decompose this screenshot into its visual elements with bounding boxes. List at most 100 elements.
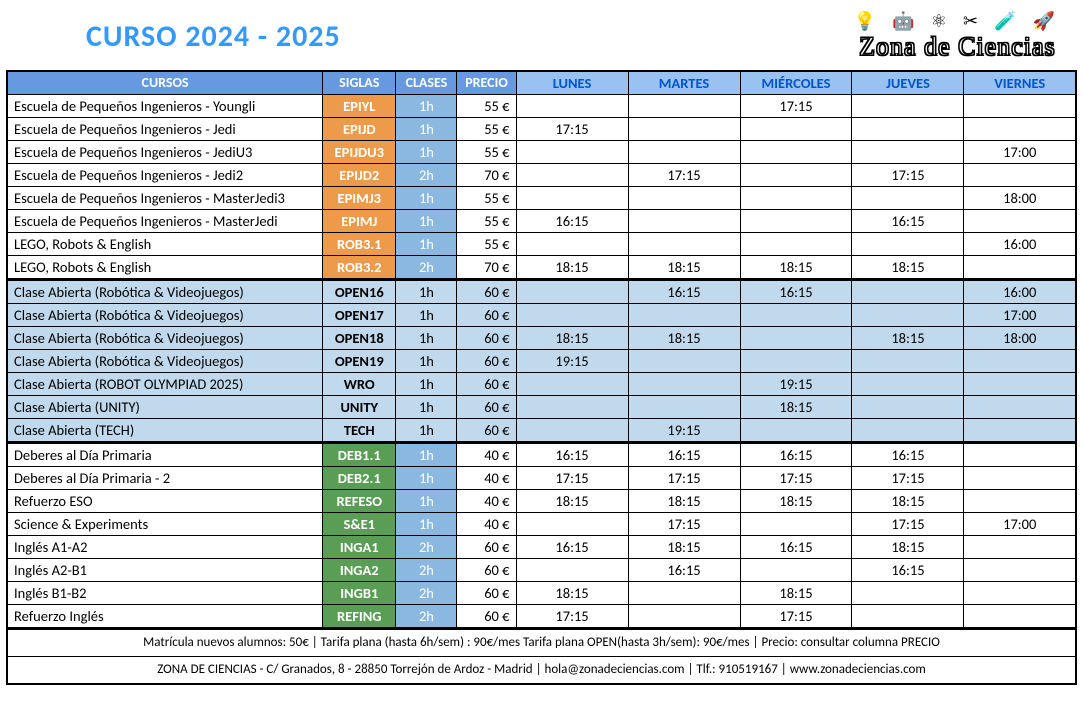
- sigla: INGA1: [323, 536, 396, 559]
- sigla: OPEN17: [323, 304, 396, 327]
- clase: 1h: [396, 396, 457, 419]
- clase: 1h: [396, 327, 457, 350]
- name: Escuela de Pequeños Ingenieros - MasterJ…: [7, 187, 323, 210]
- time-jue: [852, 233, 964, 256]
- time-mie: [740, 187, 852, 210]
- time-mar: 18:15: [628, 327, 740, 350]
- precio: 55 €: [457, 141, 516, 164]
- sigla: TECH: [323, 419, 396, 443]
- time-mie: 19:15: [740, 373, 852, 396]
- precio: 40 €: [457, 513, 516, 536]
- sigla: EPIYL: [323, 95, 396, 118]
- time-vie: [964, 118, 1076, 141]
- time-mar: 17:15: [628, 467, 740, 490]
- time-mar: 19:15: [628, 419, 740, 443]
- time-mar: [628, 210, 740, 233]
- time-jue: [852, 582, 964, 605]
- time-jue: 18:15: [852, 536, 964, 559]
- sigla: UNITY: [323, 396, 396, 419]
- precio: 60 €: [457, 373, 516, 396]
- clase: 1h: [396, 187, 457, 210]
- clase: 1h: [396, 141, 457, 164]
- name: Clase Abierta (Robótica & Videojuegos): [7, 304, 323, 327]
- name: LEGO, Robots & English: [7, 233, 323, 256]
- time-mie: [740, 513, 852, 536]
- time-lun: [516, 396, 628, 419]
- time-mar: 17:15: [628, 513, 740, 536]
- time-lun: [516, 419, 628, 443]
- time-mie: [740, 164, 852, 187]
- time-vie: [964, 373, 1076, 396]
- sigla: INGA2: [323, 559, 396, 582]
- time-lun: [516, 513, 628, 536]
- table-row: Inglés A2-B1INGA22h60 €16:1516:15: [7, 559, 1076, 582]
- time-mar: [628, 396, 740, 419]
- name: Escuela de Pequeños Ingenieros - Youngli: [7, 95, 323, 118]
- time-mie: [740, 141, 852, 164]
- table-row: Clase Abierta (Robótica & Videojuegos)OP…: [7, 327, 1076, 350]
- precio: 60 €: [457, 559, 516, 582]
- name: Refuerzo Inglés: [7, 605, 323, 629]
- table-row: Clase Abierta (Robótica & Videojuegos)OP…: [7, 280, 1076, 304]
- precio: 55 €: [457, 233, 516, 256]
- time-mie: 16:15: [740, 536, 852, 559]
- sigla: REFING: [323, 605, 396, 629]
- time-vie: 16:00: [964, 233, 1076, 256]
- precio: 60 €: [457, 350, 516, 373]
- time-jue: 16:15: [852, 559, 964, 582]
- name: Inglés A1-A2: [7, 536, 323, 559]
- table-row: Escuela de Pequeños Ingenieros - Youngli…: [7, 95, 1076, 118]
- time-vie: [964, 467, 1076, 490]
- time-jue: [852, 118, 964, 141]
- precio: 55 €: [457, 95, 516, 118]
- hdr-miercoles: MIÉRCOLES: [740, 71, 852, 95]
- hdr-viernes: VIERNES: [964, 71, 1076, 95]
- time-lun: [516, 233, 628, 256]
- precio: 70 €: [457, 164, 516, 187]
- name: Escuela de Pequeños Ingenieros - MasterJ…: [7, 210, 323, 233]
- sigla: EPIJD: [323, 118, 396, 141]
- time-jue: [852, 419, 964, 443]
- time-mar: [628, 582, 740, 605]
- time-mar: [628, 141, 740, 164]
- hdr-cursos: CURSOS: [7, 71, 323, 95]
- time-jue: 16:15: [852, 443, 964, 467]
- name: Clase Abierta (Robótica & Videojuegos): [7, 327, 323, 350]
- name: Science & Experiments: [7, 513, 323, 536]
- sigla: REFESO: [323, 490, 396, 513]
- time-mie: 18:15: [740, 582, 852, 605]
- name: Clase Abierta (TECH): [7, 419, 323, 443]
- time-vie: [964, 95, 1076, 118]
- time-mie: [740, 118, 852, 141]
- schedule-table: CURSOS SIGLAS CLASES PRECIO LUNES MARTES…: [6, 70, 1077, 685]
- sigla: ROB3.1: [323, 233, 396, 256]
- sigla: S&E1: [323, 513, 396, 536]
- precio: 60 €: [457, 536, 516, 559]
- time-mar: 16:15: [628, 443, 740, 467]
- time-mie: 17:15: [740, 467, 852, 490]
- time-mar: 18:15: [628, 256, 740, 280]
- hdr-siglas: SIGLAS: [323, 71, 396, 95]
- time-lun: [516, 164, 628, 187]
- footer-pricing: Matrícula nuevos alumnos: 50€ | Tarifa p…: [7, 629, 1076, 657]
- time-lun: 18:15: [516, 256, 628, 280]
- clase: 1h: [396, 118, 457, 141]
- time-mar: 18:15: [628, 536, 740, 559]
- footer-contact: ZONA DE CIENCIAS - C/ Granados, 8 - 2885…: [7, 657, 1076, 685]
- clase: 1h: [396, 233, 457, 256]
- time-jue: 17:15: [852, 513, 964, 536]
- logo: 💡 🤖 ⚛ ✂ 🧪 🚀 Zona de Ciencias: [854, 10, 1061, 62]
- time-mie: [740, 559, 852, 582]
- name: Clase Abierta (Robótica & Videojuegos): [7, 280, 323, 304]
- clase: 1h: [396, 443, 457, 467]
- table-row: Clase Abierta (Robótica & Videojuegos)OP…: [7, 350, 1076, 373]
- precio: 60 €: [457, 396, 516, 419]
- time-mie: [740, 419, 852, 443]
- table-row: Clase Abierta (ROBOT OLYMPIAD 2025)WRO1h…: [7, 373, 1076, 396]
- time-lun: 16:15: [516, 210, 628, 233]
- clase: 2h: [396, 605, 457, 629]
- table-row: Clase Abierta (Robótica & Videojuegos)OP…: [7, 304, 1076, 327]
- clase: 1h: [396, 350, 457, 373]
- time-lun: 18:15: [516, 582, 628, 605]
- table-row: Deberes al Día PrimariaDEB1.11h40 €16:15…: [7, 443, 1076, 467]
